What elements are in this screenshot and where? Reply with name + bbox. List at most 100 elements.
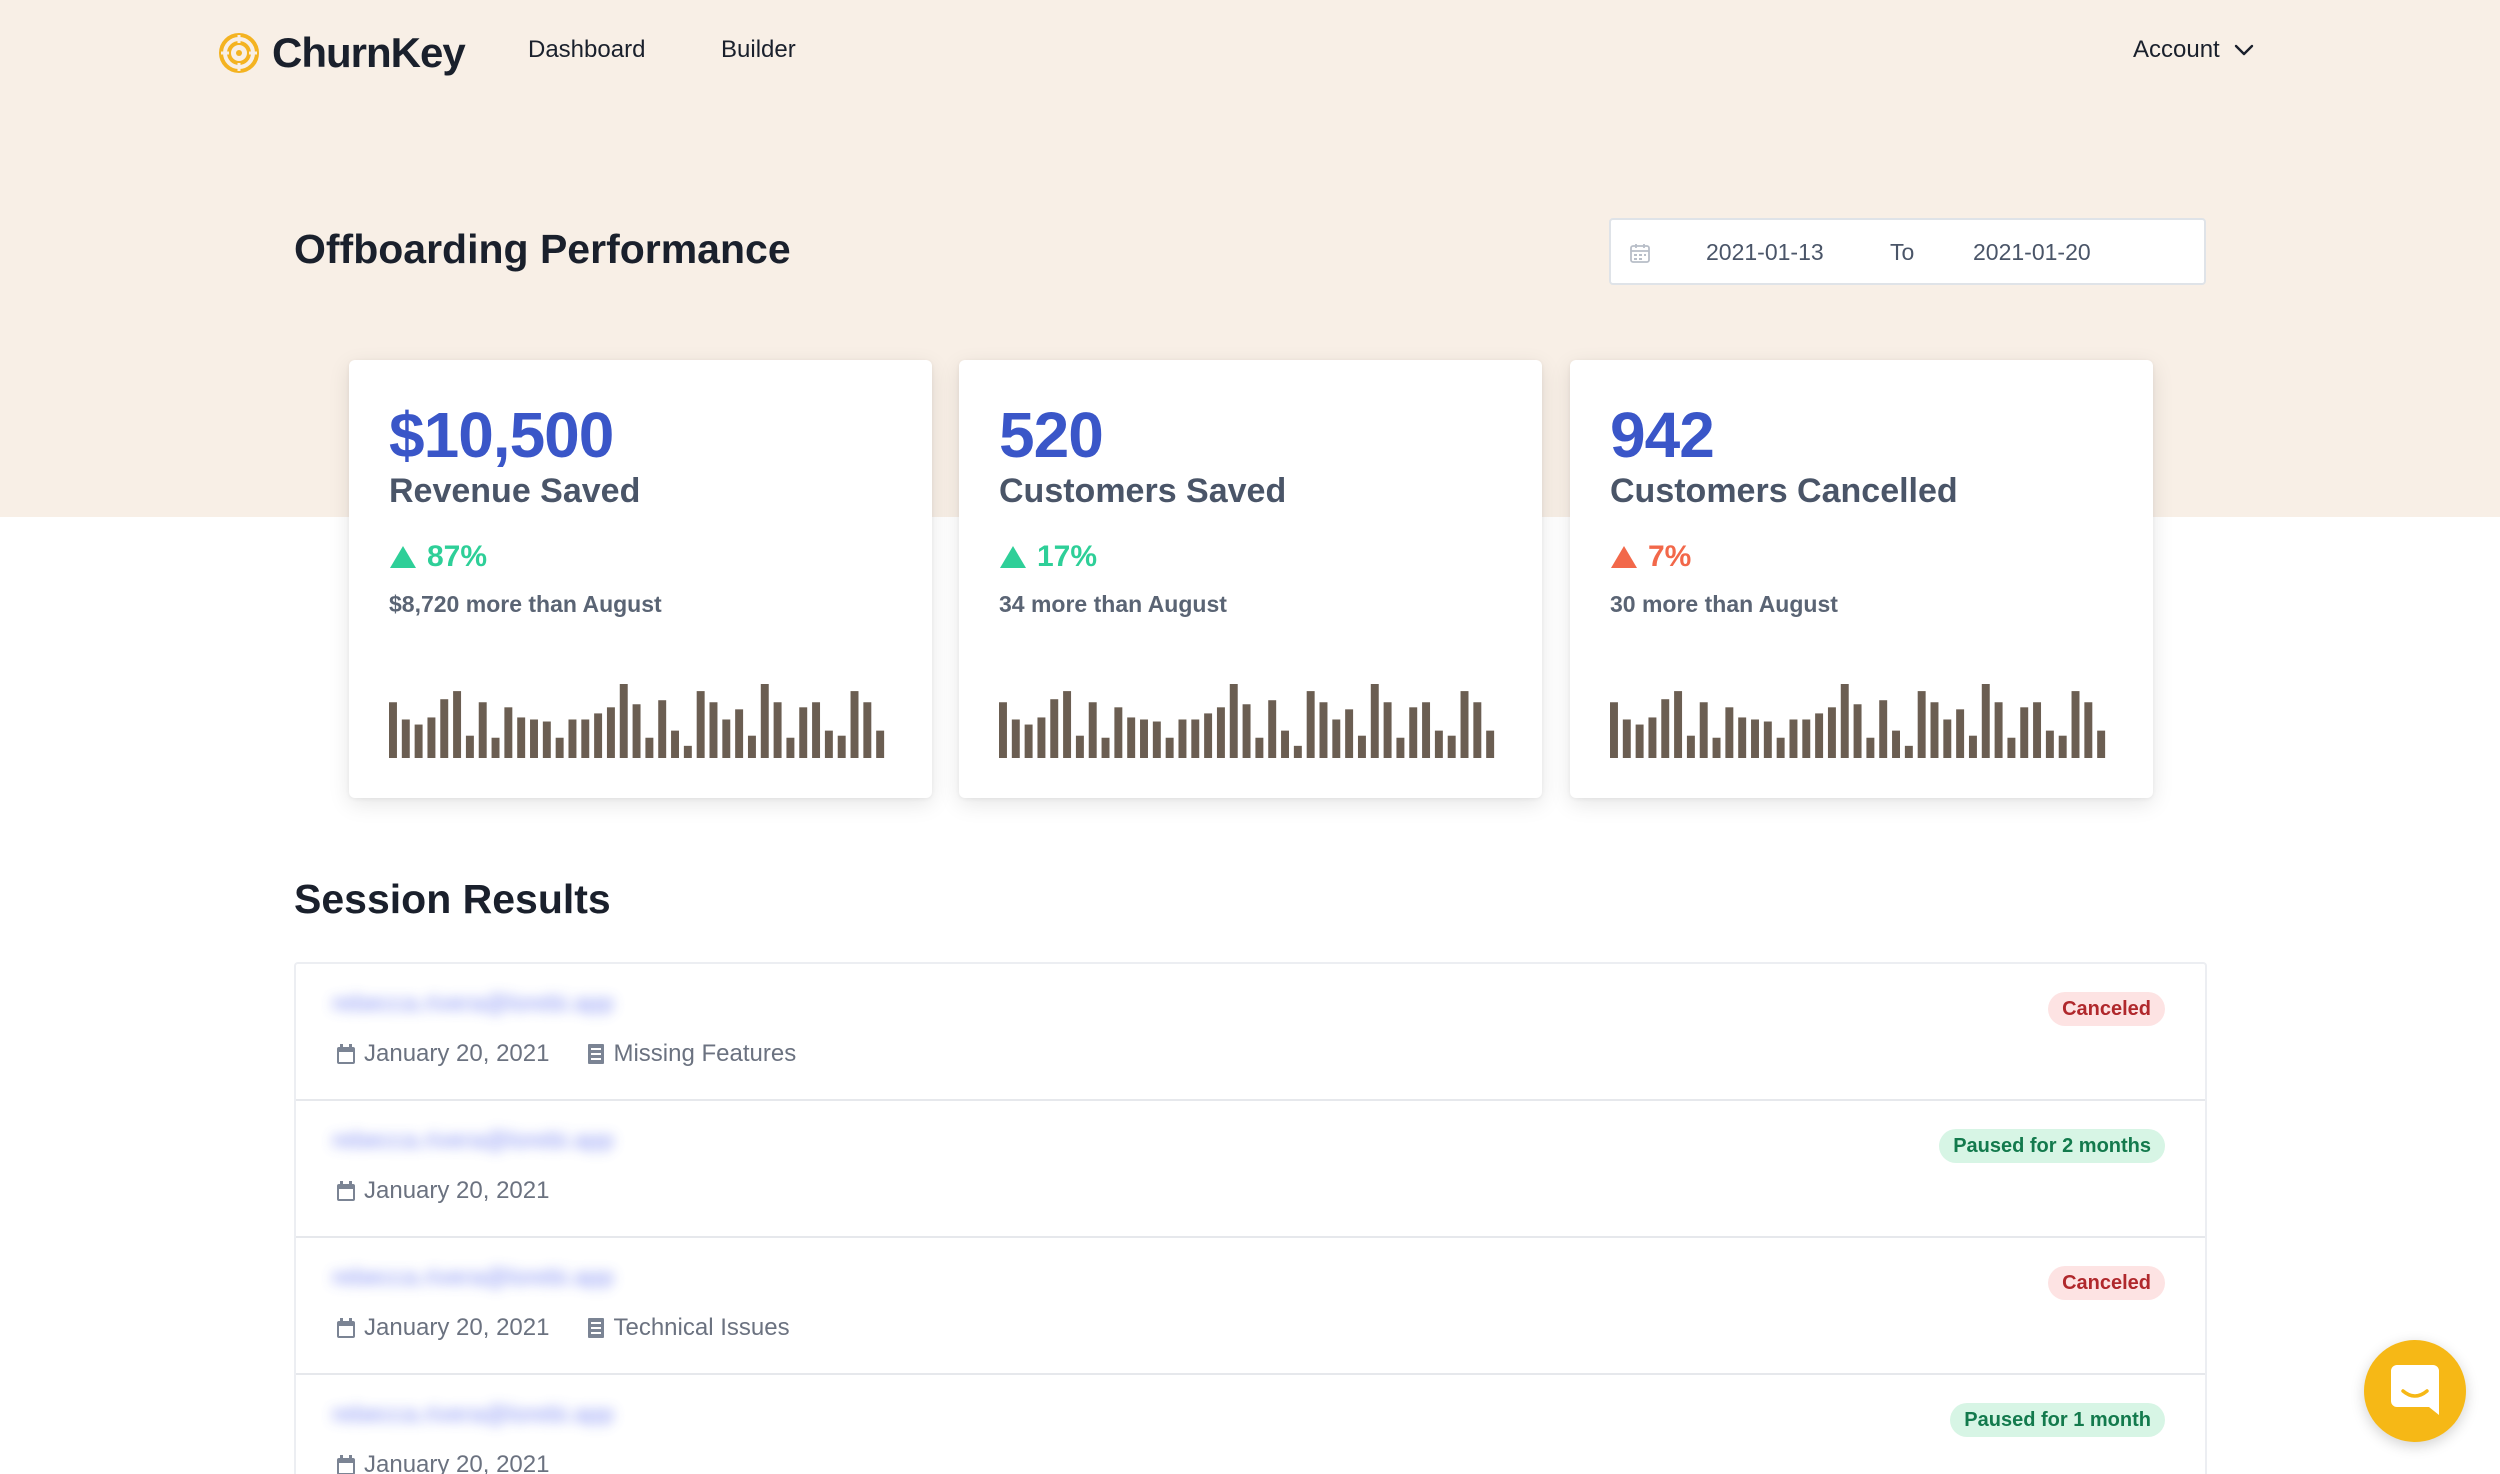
sparkline-bar: [1011, 719, 1020, 758]
stat-note: 30 more than August: [1610, 591, 1838, 617]
sparkline-bar: [401, 719, 410, 758]
sparkline-bar: [683, 745, 692, 758]
sparkline-bar: [389, 702, 397, 758]
sparkline-bar: [1396, 737, 1405, 758]
sparkline-bar: [1216, 707, 1225, 758]
sparkline-chart: [1610, 684, 2106, 758]
brand-logo[interactable]: ChurnKey: [218, 26, 466, 80]
sparkline-bar: [850, 691, 859, 758]
sparkline-bar: [1434, 730, 1443, 758]
sparkline-bar: [594, 713, 603, 758]
status-badge: Canceled: [2048, 1266, 2165, 1300]
session-meta: January 20, 2021 Technical Issues: [336, 1314, 790, 1342]
sparkline-bar: [1345, 709, 1354, 758]
churnkey-logo-icon: [219, 33, 259, 73]
calendar-icon: [1630, 244, 1650, 263]
sparkline-bar: [568, 719, 577, 758]
sparkline-bar: [1956, 709, 1965, 758]
stat-value: $10,500: [389, 399, 614, 471]
date-to-input[interactable]: 2021-01-20: [1973, 239, 2091, 265]
sparkline-bar: [491, 737, 500, 758]
sparkline-bar: [1827, 707, 1836, 758]
session-email[interactable]: rebecca.rivera@lorebi.app: [332, 1127, 614, 1154]
sparkline-bar: [1473, 702, 1482, 758]
sparkline-bar: [1789, 719, 1798, 758]
stat-card-customers-saved: 520 Customers Saved 17% 34 more than Aug…: [959, 360, 1542, 798]
sparkline-bar: [619, 684, 628, 758]
sparkline-bar: [799, 707, 808, 758]
top-nav: ChurnKey Dashboard Builder Account: [0, 0, 2500, 108]
sparkline-bar: [632, 704, 641, 758]
sparkline-bar: [2020, 707, 2029, 758]
sparkline-bar: [1943, 719, 1952, 758]
date-range-picker[interactable]: 2021-01-13 To 2021-01-20: [1609, 218, 2206, 285]
sparkline-bar: [1281, 730, 1289, 758]
sparkline-bar: [760, 684, 769, 758]
sparkline-bar: [812, 702, 821, 758]
sparkline-bar: [1024, 724, 1033, 758]
stat-value: 942: [1610, 399, 1715, 471]
sparkline-bar: [1802, 719, 1811, 758]
status-badge: Paused for 1 month: [1950, 1403, 2165, 1437]
sparkline-bar: [2033, 702, 2042, 758]
account-menu[interactable]: Account: [2133, 36, 2254, 64]
date-to-label: To: [1890, 239, 1915, 265]
sparkline-bar: [1037, 717, 1046, 758]
sparkline-bar: [1383, 702, 1392, 758]
sparkline-bar: [863, 702, 872, 758]
sparkline-bar: [1763, 721, 1772, 758]
session-row[interactable]: rebecca.rivera@lorebi.app January 20, 20…: [296, 1375, 2205, 1474]
sparkline-bar: [773, 702, 782, 758]
sparkline-bar: [504, 707, 513, 758]
nav-dashboard-link[interactable]: Dashboard: [528, 36, 646, 63]
sparkline-bar: [1751, 719, 1759, 758]
sparkline-bar: [1447, 735, 1456, 758]
sparkline-bar: [2007, 737, 2016, 758]
sparkline-bar: [735, 709, 744, 758]
session-date: January 20, 2021: [364, 1314, 550, 1341]
sparkline-bar: [824, 730, 833, 758]
session-email[interactable]: rebecca.rivera@lorebi.app: [332, 1401, 614, 1428]
sparkline-bar: [1178, 719, 1187, 758]
status-badge: Paused for 2 months: [1939, 1129, 2165, 1163]
receipt-icon: [588, 1044, 605, 1064]
date-from-input[interactable]: 2021-01-13: [1706, 239, 1824, 265]
calendar-icon: [337, 1318, 355, 1338]
stat-label: Customers Saved: [999, 472, 1287, 510]
session-reason: Technical Issues: [613, 1314, 790, 1341]
triangle-up-icon: [390, 546, 416, 568]
session-row[interactable]: rebecca.rivera@lorebi.app January 20, 20…: [296, 964, 2205, 1101]
nav-builder-link[interactable]: Builder: [721, 36, 796, 63]
stat-card-customers-cancelled: 942 Customers Cancelled 7% 30 more than …: [1570, 360, 2153, 798]
sparkline-bar: [606, 707, 615, 758]
stat-label: Customers Cancelled: [1610, 472, 1958, 510]
sparkline-bar: [1357, 735, 1366, 758]
stat-change-value: 17%: [1037, 540, 1098, 573]
session-reason: Missing Features: [613, 1040, 797, 1067]
session-row[interactable]: rebecca.rivera@lorebi.app January 20, 20…: [296, 1238, 2205, 1375]
sparkline-bar: [414, 724, 423, 758]
session-meta: January 20, 2021 Missing Features: [336, 1040, 796, 1068]
sparkline-bar: [1306, 691, 1315, 758]
session-email[interactable]: rebecca.rivera@lorebi.app: [332, 1264, 614, 1291]
chat-launcher-button[interactable]: [2364, 1340, 2466, 1442]
sparkline-bar: [696, 691, 705, 758]
stat-change: 17%: [999, 540, 1097, 574]
session-email[interactable]: rebecca.rivera@lorebi.app: [332, 990, 614, 1017]
sparkline-bar: [837, 735, 846, 758]
sparkline-bar: [1268, 700, 1277, 758]
stat-note: $8,720 more than August: [389, 591, 662, 617]
sparkline-bar: [1242, 704, 1251, 758]
sparkline-bar: [747, 735, 756, 758]
chevron-down-icon: [2234, 44, 2253, 56]
sparkline-bar: [1853, 704, 1862, 758]
sparkline-bar: [2084, 702, 2093, 758]
session-row[interactable]: rebecca.rivera@lorebi.app January 20, 20…: [296, 1101, 2205, 1238]
session-results-title: Session Results: [294, 876, 611, 922]
sparkline-chart: [389, 684, 885, 758]
sparkline-bar: [465, 735, 474, 758]
sparkline-bar: [1699, 702, 1708, 758]
sparkline-bar: [1866, 737, 1875, 758]
sparkline-bar: [1994, 702, 2003, 758]
sparkline-bar: [1981, 684, 1990, 758]
